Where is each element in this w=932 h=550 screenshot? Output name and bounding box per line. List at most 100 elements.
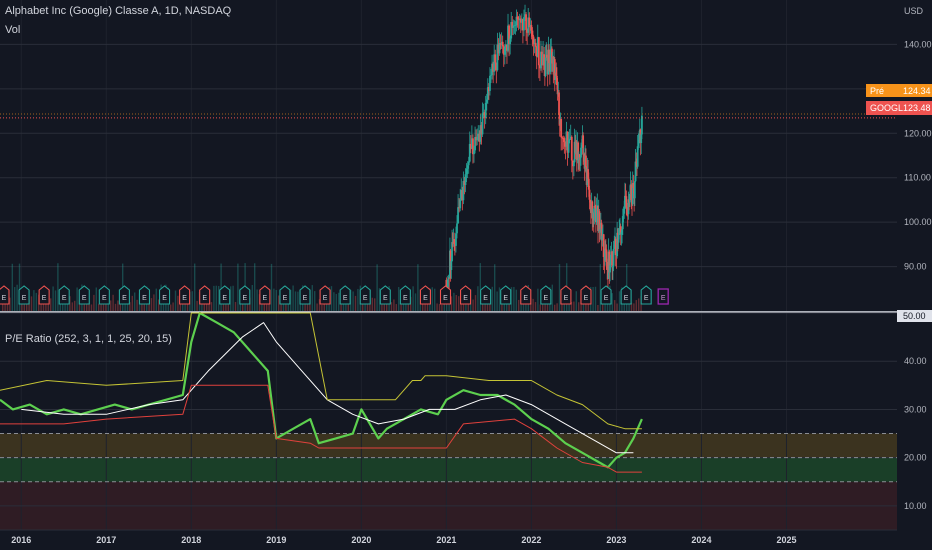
earnings-marker[interactable]: E [620, 285, 632, 305]
volume-bar [594, 286, 597, 311]
earnings-marker[interactable]: E [78, 285, 90, 305]
earnings-marker[interactable]: E [399, 285, 411, 305]
earnings-marker[interactable]: E [379, 285, 391, 305]
pe-top-badge: 50.00 [903, 311, 926, 321]
earnings-marker[interactable]: E [500, 285, 512, 305]
candle-body [459, 199, 462, 209]
time-tick-label: 2025 [776, 535, 796, 545]
volume-bar [472, 299, 474, 311]
time-tick-label: 2017 [96, 535, 116, 545]
candle-body [479, 125, 482, 142]
volume-bar [254, 263, 256, 311]
volume-bar [150, 298, 153, 311]
candle-body [507, 25, 509, 51]
earnings-marker[interactable]: E [339, 285, 351, 305]
pe-series-line [0, 384, 642, 473]
candle-body [495, 62, 498, 70]
candle-body [606, 261, 609, 270]
earnings-marker[interactable]: E [98, 285, 110, 305]
volume-bar [98, 303, 100, 311]
volume-bar [237, 263, 239, 311]
earnings-marker[interactable]: E [279, 285, 291, 305]
earnings-marker[interactable]: E [600, 285, 612, 305]
candle-body [529, 25, 532, 28]
earnings-marker[interactable]: E [199, 285, 211, 305]
time-tick-label: 2020 [351, 535, 371, 545]
candle-body [446, 279, 449, 290]
earnings-marker[interactable]: E [299, 285, 311, 305]
volume-bar [119, 303, 121, 311]
pe-axis-ticks: 10.00 20.00 30.00 40.00 [904, 356, 927, 511]
volume-bar [316, 303, 318, 311]
earnings-marker-shape [460, 285, 472, 305]
candle-body [521, 18, 524, 31]
volume-bar [450, 296, 453, 311]
earnings-marker[interactable]: E [560, 285, 572, 305]
volume-bar [234, 301, 237, 311]
volume-bar [496, 291, 498, 311]
earnings-marker-shape [359, 285, 371, 305]
candle-body [466, 165, 469, 169]
earnings-marker-shape [219, 285, 231, 305]
earnings-marker[interactable]: E [239, 285, 251, 305]
earnings-marker-letter: E [62, 295, 67, 302]
candle-body [469, 143, 472, 149]
earnings-marker[interactable]: E [259, 285, 271, 305]
volume-bar [230, 286, 232, 311]
volume-bar [93, 294, 95, 311]
earnings-marker[interactable]: E [419, 285, 431, 305]
volume-bar [616, 303, 618, 311]
time-axis[interactable]: 2016 2017 2018 2019 2020 2021 2022 2023 2024 2025 [0, 529, 932, 550]
price-axis[interactable]: USD 90.00100.00110.00120.00130.00140.00 … [866, 0, 932, 530]
candle-body [487, 87, 490, 91]
volume-bar [155, 288, 157, 311]
earnings-marker-letter: E [564, 295, 569, 302]
earnings-marker[interactable]: E [540, 285, 552, 305]
earnings-marker-letter: E [523, 295, 528, 302]
earnings-marker[interactable]: E [480, 285, 492, 305]
earnings-marker[interactable]: E [18, 285, 30, 305]
earnings-marker[interactable]: E [460, 285, 472, 305]
earnings-marker[interactable]: E [640, 285, 652, 305]
volume-bar [306, 302, 309, 311]
candle-body [621, 229, 623, 233]
volume-bar [558, 264, 561, 311]
earnings-marker[interactable]: E [138, 285, 151, 305]
candle-body [625, 196, 628, 208]
volume-bar [314, 291, 316, 311]
earnings-marker-shape [520, 285, 532, 305]
volume-bar [518, 299, 520, 311]
volume-bar [460, 303, 462, 311]
volume-bar [215, 285, 217, 311]
earnings-marker-shape [118, 285, 130, 305]
upcoming-earnings-marker[interactable]: E [657, 288, 669, 305]
candle-body [567, 139, 570, 153]
volume-bar [246, 302, 249, 311]
candle-body [578, 154, 581, 159]
pe-series-line [21, 322, 634, 454]
earnings-marker[interactable]: E [179, 285, 191, 305]
pe-pane[interactable]: P/E Ratio (252, 3, 1, 1, 25, 20, 15) [0, 311, 897, 530]
earnings-marker[interactable]: E [359, 285, 371, 305]
candle-body [622, 213, 625, 217]
earnings-marker[interactable]: E [580, 285, 592, 305]
earnings-marker[interactable]: E [219, 285, 231, 305]
price-pane[interactable]: E E E E E E E E E E E E E E E E E E E E E E E E E E E E E E E E E E Alpha… [0, 0, 897, 311]
candle-body [556, 85, 559, 95]
earnings-marker[interactable]: E [158, 285, 171, 305]
volume-bar [74, 300, 76, 311]
earnings-marker-shape [540, 285, 552, 305]
volume-bar [196, 300, 198, 311]
volume-bar [33, 290, 35, 311]
volume-bar [170, 304, 172, 311]
earnings-marker-letter: E [162, 295, 167, 302]
earnings-marker[interactable]: E [439, 285, 452, 305]
earnings-marker[interactable]: E [319, 285, 331, 305]
earnings-marker[interactable]: E [0, 285, 10, 305]
earnings-marker[interactable]: E [520, 285, 532, 305]
earnings-marker[interactable]: E [118, 285, 130, 305]
earnings-marker[interactable]: E [58, 285, 70, 305]
earnings-marker[interactable]: E [38, 285, 50, 305]
